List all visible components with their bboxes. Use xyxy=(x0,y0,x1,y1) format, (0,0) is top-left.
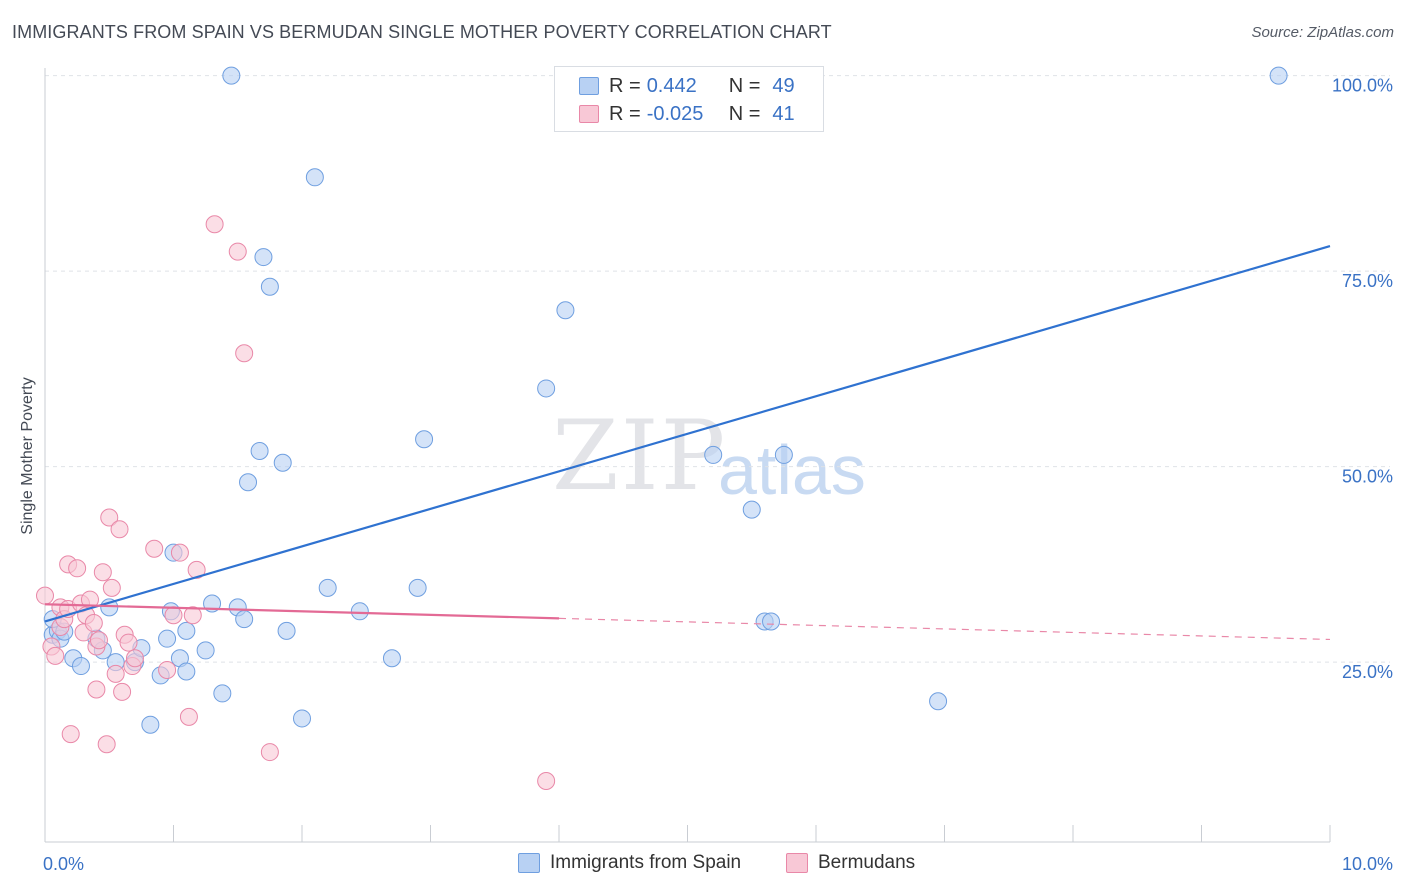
bermudan-data-point xyxy=(145,539,164,558)
bermudan-data-point xyxy=(113,682,132,701)
spain-data-point xyxy=(774,445,793,464)
bermudan-data-point xyxy=(84,614,103,633)
x-tick-label-min: 0.0% xyxy=(43,854,84,874)
bermudan-data-point xyxy=(170,543,189,562)
bermudan-data-point xyxy=(100,508,119,527)
legend-n-label: N = xyxy=(728,74,761,97)
spain-data-point xyxy=(408,578,427,597)
spain-trendline xyxy=(44,245,1331,623)
source-credit: Source: ZipAtlas.com xyxy=(1251,24,1394,41)
spain-data-point xyxy=(537,379,556,398)
chart-title: IMMIGRANTS FROM SPAIN VS BERMUDAN SINGLE… xyxy=(12,22,832,42)
legend-r-value: -0.025 xyxy=(646,102,704,125)
bermudan-data-point xyxy=(228,242,247,261)
spain-data-point xyxy=(293,709,311,728)
bermudan-data-point xyxy=(46,646,65,665)
watermark-atlas: atlas xyxy=(718,431,866,509)
spain-data-point xyxy=(929,692,948,711)
bermudan-data-point xyxy=(179,707,198,726)
legend-n-label: N = xyxy=(728,102,761,125)
legend-swatch-bermudans xyxy=(579,105,599,123)
legend-n-value: 49 xyxy=(772,74,795,97)
legend-n-value: 41 xyxy=(772,102,795,125)
bottom-legend-swatch-bermudans xyxy=(786,853,808,873)
spain-data-point xyxy=(415,430,434,449)
spain-data-point xyxy=(277,621,296,640)
y-tick-label: 50.0% xyxy=(1342,467,1393,487)
y-tick-label: 75.0% xyxy=(1342,271,1393,291)
correlation-legend: R = 0.442 N = 49 R = -0.025 N = 41 xyxy=(554,66,824,132)
y-tick-label: 25.0% xyxy=(1342,662,1393,682)
legend-row-bermudans: R = -0.025 N = 41 xyxy=(579,100,795,128)
bermudan-data-point xyxy=(106,664,125,683)
legend-row-spain: R = 0.442 N = 49 xyxy=(579,72,795,100)
spain-data-point xyxy=(260,277,279,296)
y-tick-label: 100.0% xyxy=(1332,76,1393,96)
bermudan-data-point xyxy=(68,559,87,578)
spain-data-point xyxy=(213,684,232,703)
bermudan-data-point xyxy=(93,563,112,582)
spain-data-point xyxy=(141,715,160,734)
bermudan-data-point xyxy=(36,586,54,605)
spain-data-point xyxy=(222,66,241,85)
bermudan-data-point xyxy=(110,520,129,539)
bermudan-data-point xyxy=(205,215,224,234)
spain-data-point xyxy=(71,657,90,676)
spain-data-point xyxy=(742,500,761,519)
bottom-legend-spain: Immigrants from Spain xyxy=(518,852,741,874)
bermudan-data-point xyxy=(125,649,144,668)
bermudan-data-point xyxy=(158,660,177,679)
bermudan-data-point xyxy=(61,725,80,744)
spain-data-point xyxy=(177,662,196,681)
spain-data-point xyxy=(177,621,196,640)
spain-data-point xyxy=(556,301,575,320)
spain-data-point xyxy=(273,453,292,472)
bottom-legend-label-spain: Immigrants from Spain xyxy=(550,852,742,873)
bermudan-data-point xyxy=(187,560,206,579)
bermudan-data-point xyxy=(97,735,116,754)
bermudan-data-point xyxy=(183,606,202,625)
bermudan-data-point xyxy=(87,680,106,699)
bottom-legend-label-bermudans: Bermudans xyxy=(818,852,916,873)
spain-data-point xyxy=(350,602,369,621)
bottom-legend-bermudans: Bermudans xyxy=(786,852,915,874)
spain-data-point xyxy=(250,442,269,460)
watermark-zip: ZIP xyxy=(552,400,728,512)
bottom-legend-swatch-spain xyxy=(518,853,540,873)
spain-data-point xyxy=(704,445,723,464)
bermudan-data-point xyxy=(537,772,556,791)
bermudan-data-point xyxy=(89,631,108,650)
x-tick-label-max: 10.0% xyxy=(1342,854,1393,874)
spain-data-point xyxy=(158,629,177,648)
bermudan-data-point xyxy=(102,578,121,597)
bermudan-data-point xyxy=(119,633,138,652)
bermudan-trendline-extension xyxy=(558,617,1331,641)
spain-data-point xyxy=(254,248,273,267)
legend-r-value: 0.442 xyxy=(646,74,697,97)
legend-r-label: R = xyxy=(609,74,641,97)
bermudan-data-point xyxy=(235,344,254,363)
legend-swatch-spain xyxy=(579,77,599,95)
spain-data-point xyxy=(196,641,215,660)
bermudan-trendline xyxy=(44,603,560,620)
legend-r-label: R = xyxy=(609,102,641,125)
spain-data-point xyxy=(239,473,258,492)
bermudan-data-point xyxy=(260,743,279,762)
spain-data-point xyxy=(235,610,254,629)
spain-data-point xyxy=(1269,66,1288,85)
bermudan-data-point xyxy=(164,606,183,625)
spain-data-point xyxy=(762,612,781,631)
spain-data-point xyxy=(318,578,337,597)
spain-data-point xyxy=(382,649,401,668)
spain-data-point xyxy=(305,168,324,187)
